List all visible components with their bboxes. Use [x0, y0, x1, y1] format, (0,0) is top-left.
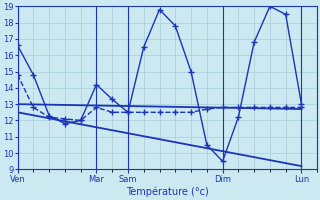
X-axis label: Température (°c): Température (°c) — [126, 187, 209, 197]
